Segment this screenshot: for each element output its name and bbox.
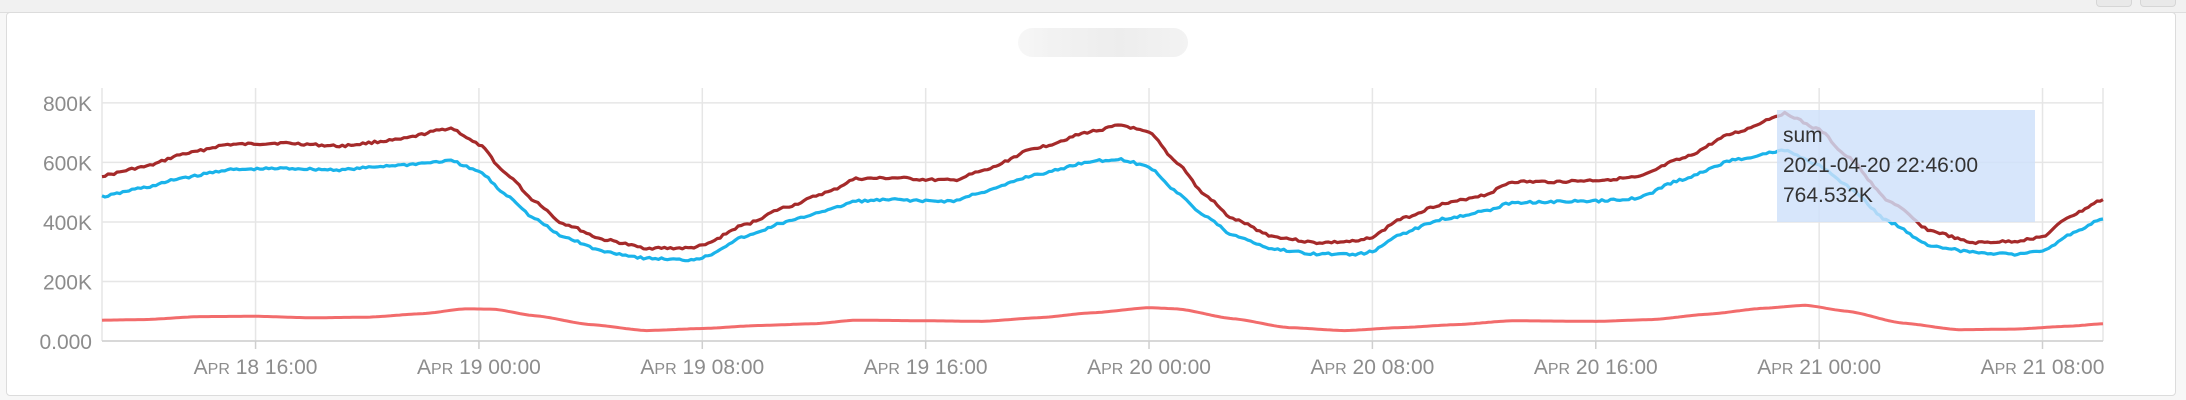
tooltip-series: sum <box>1783 124 1823 147</box>
tooltip-time: 2021-04-20 22:46:00 <box>1783 154 1978 177</box>
x-tick-label: APR 19 00:00 <box>417 356 541 379</box>
series-line[interactable] <box>101 110 2104 251</box>
y-tick-label: 400K <box>43 212 92 235</box>
series-lines <box>101 110 2104 333</box>
x-tick-label: APR 18 16:00 <box>194 356 318 379</box>
y-tick-label: 200K <box>43 271 92 294</box>
x-tick-label: APR 20 08:00 <box>1310 356 1434 379</box>
x-tick-label: APR 20 00:00 <box>1087 356 1211 379</box>
x-tick-label: APR 20 16:00 <box>1534 356 1658 379</box>
y-tick-label: 800K <box>43 93 92 116</box>
x-tick-label: APR 21 08:00 <box>1981 356 2105 379</box>
window-corner-button[interactable] <box>2096 0 2132 7</box>
y-tick-label: 0.000 <box>39 331 92 354</box>
series-line[interactable] <box>101 148 2104 263</box>
tooltip: sum 2021-04-20 22:46:00 764.532K <box>1777 110 2035 222</box>
x-tick-label: APR 19 08:00 <box>640 356 764 379</box>
x-tick-label: APR 19 16:00 <box>864 356 988 379</box>
chart-title <box>1018 28 1188 57</box>
y-tick-label: 600K <box>43 152 92 175</box>
x-tick-label: APR 21 00:00 <box>1757 356 1881 379</box>
tooltip-value: 764.532K <box>1783 184 1873 207</box>
series-line[interactable] <box>101 303 2104 333</box>
window-corner-button[interactable] <box>2140 0 2176 7</box>
axes: 0.000 200K 400K 600K 800K APR 18 16:00 APR 19 … <box>39 93 2104 379</box>
